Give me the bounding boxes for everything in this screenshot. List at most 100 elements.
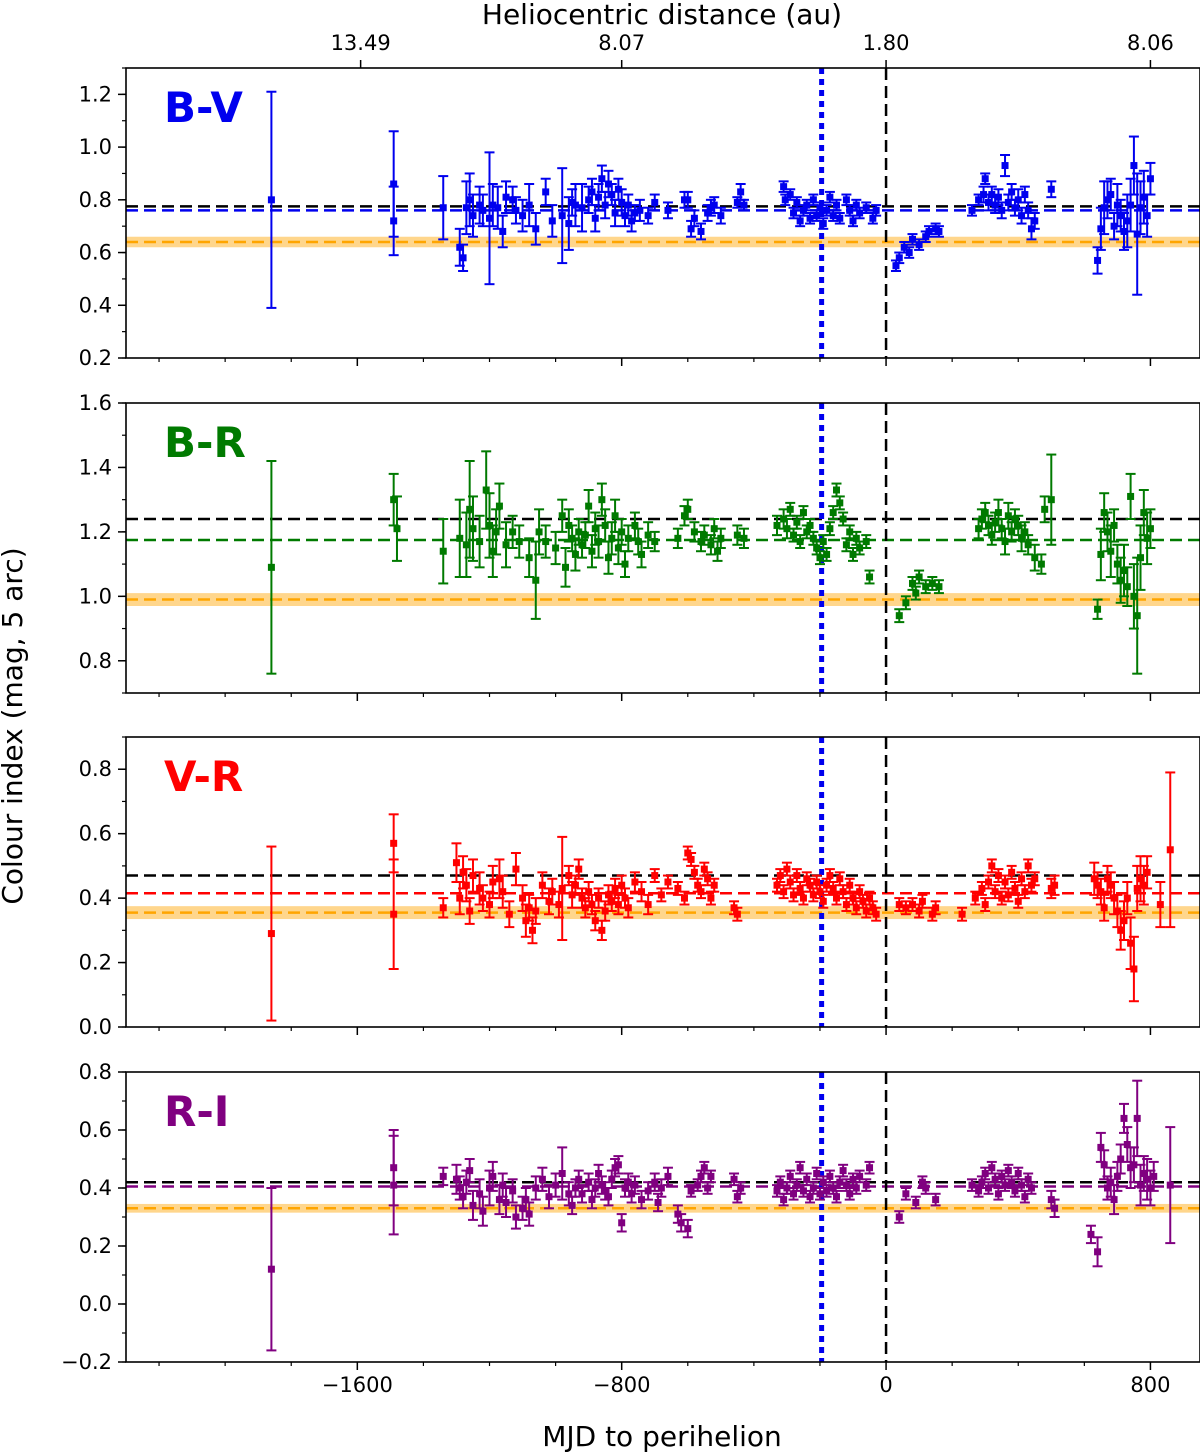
marker: [687, 1187, 695, 1195]
marker: [1110, 894, 1118, 902]
marker: [809, 534, 817, 542]
data-point-b-v: [643, 206, 654, 225]
marker: [512, 206, 520, 214]
marker: [482, 486, 490, 494]
marker: [1123, 583, 1131, 591]
data-point-b-r: [672, 527, 683, 549]
data-point-v-r: [709, 877, 720, 893]
marker: [571, 881, 579, 889]
marker: [1107, 881, 1115, 889]
marker: [786, 505, 794, 513]
marker: [588, 188, 596, 196]
data-point-b-r: [1109, 508, 1120, 543]
marker: [1117, 1155, 1125, 1163]
marker: [1008, 1178, 1016, 1186]
marker: [968, 1181, 976, 1189]
marker: [638, 550, 646, 558]
data-point-b-v: [530, 212, 541, 246]
marker: [829, 509, 837, 517]
marker: [476, 201, 484, 209]
marker: [495, 1196, 503, 1204]
axes-frame-b-v: [125, 67, 1200, 359]
marker: [832, 201, 840, 209]
axes-frames-layer: [125, 67, 1200, 1363]
y-tick-label-b-r: 1.4: [79, 455, 112, 479]
marker: [1047, 496, 1055, 504]
marker: [651, 872, 659, 880]
marker: [267, 196, 275, 204]
marker: [813, 544, 821, 552]
marker: [519, 1204, 527, 1212]
data-point-b-r: [560, 547, 571, 588]
marker: [528, 926, 536, 934]
data-point-b-v: [824, 190, 835, 204]
marker: [466, 1167, 474, 1175]
marker: [585, 888, 593, 896]
marker: [796, 217, 804, 225]
marker: [1120, 917, 1128, 925]
marker: [585, 502, 593, 510]
data-point-r-i: [557, 1146, 568, 1201]
marker: [1097, 1143, 1105, 1151]
marker: [598, 496, 606, 504]
data-point-r-i: [1142, 1158, 1153, 1201]
marker: [571, 550, 579, 558]
marker: [1100, 204, 1108, 212]
marker: [740, 201, 748, 209]
marker: [674, 884, 682, 892]
y-tick-label-b-v: 1.2: [79, 82, 112, 106]
y-tick-label-v-r: 0.8: [79, 757, 112, 781]
marker: [793, 872, 801, 880]
data-point-b-r: [266, 460, 277, 675]
marker: [1094, 881, 1102, 889]
marker: [558, 212, 566, 220]
marker: [852, 1184, 860, 1192]
marker: [690, 214, 698, 222]
data-point-v-r: [623, 897, 634, 919]
data-point-r-i: [1019, 1189, 1030, 1204]
marker: [1113, 560, 1121, 568]
marker: [512, 1213, 520, 1221]
marker: [1150, 1172, 1158, 1180]
marker: [707, 894, 715, 902]
marker: [684, 196, 692, 204]
marker: [991, 1175, 999, 1183]
marker: [915, 573, 923, 581]
marker: [575, 865, 583, 873]
data-point-v-r: [980, 897, 991, 912]
data-point-v-r: [643, 893, 654, 916]
data-point-v-r: [461, 868, 472, 903]
marker: [631, 878, 639, 886]
marker: [796, 538, 804, 546]
data-point-v-r: [573, 858, 584, 880]
marker: [793, 518, 801, 526]
data-point-r-i: [831, 1189, 842, 1204]
marker: [1146, 1184, 1154, 1192]
marker: [532, 225, 540, 233]
marker: [872, 206, 880, 214]
data-point-b-r: [507, 514, 518, 549]
data-point-v-r: [464, 897, 475, 925]
marker: [1008, 528, 1016, 536]
data-point-v-r: [487, 864, 498, 900]
marker: [393, 525, 401, 533]
data-point-b-r: [715, 527, 726, 549]
marker: [545, 897, 553, 905]
marker: [872, 910, 880, 918]
marker: [710, 525, 718, 533]
data-point-b-v: [484, 151, 495, 286]
panel-label-r-i: R-I: [164, 1087, 229, 1136]
marker: [799, 509, 807, 517]
marker: [1090, 875, 1098, 883]
marker: [1140, 193, 1148, 201]
marker: [598, 926, 606, 934]
marker: [790, 531, 798, 539]
marker: [1041, 505, 1049, 513]
data-point-b-v: [834, 212, 845, 225]
marker: [985, 878, 993, 886]
marker: [1140, 1170, 1148, 1177]
marker: [707, 541, 715, 549]
marker: [439, 904, 447, 912]
marker: [624, 904, 632, 912]
marker: [614, 544, 622, 552]
